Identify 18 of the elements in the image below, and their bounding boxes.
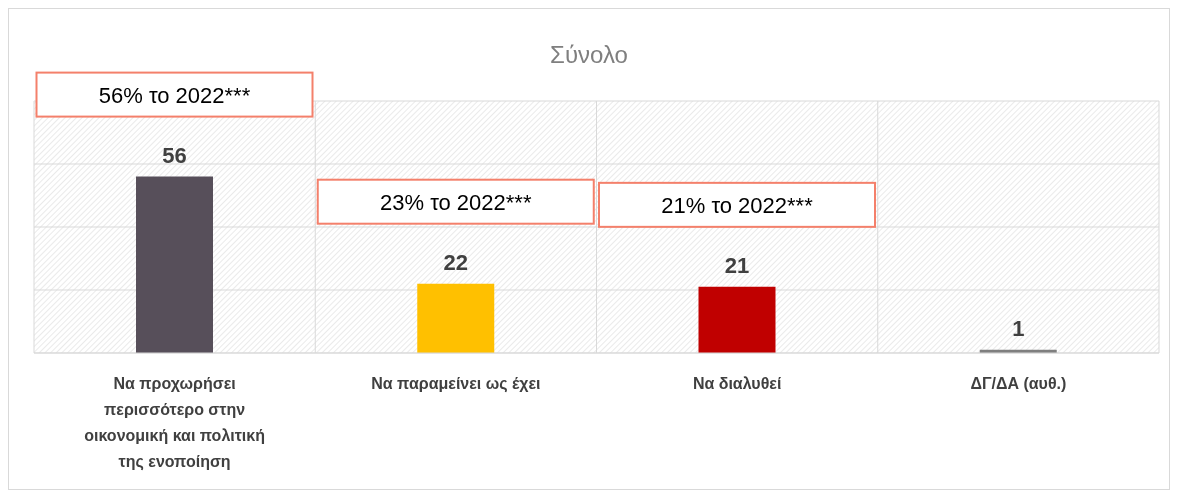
- bar: [698, 286, 776, 353]
- x-tick-label: ΔΓ/ΔΑ (αυθ.): [970, 375, 1067, 392]
- annotation: 21% το 2022***: [661, 192, 814, 218]
- chart-title: Σύνολο: [549, 41, 629, 69]
- data-label: 1: [1012, 315, 1025, 341]
- data-label: 21: [724, 252, 750, 278]
- data-label: 56: [162, 142, 187, 168]
- x-tick-label: Να διαλυθεί: [692, 375, 782, 392]
- bar: [136, 176, 213, 353]
- x-tick-label: Να παραμείνει ως έχει: [371, 375, 541, 393]
- callout-box: 21% το 2022***: [598, 181, 876, 228]
- x-tick-label: Να προχωρήσει περισσότερο στην οικονομική και πολιτική της ενοποίηση: [84, 375, 265, 471]
- callout-box: 23% το 2022***: [316, 178, 595, 225]
- bar: [417, 283, 495, 353]
- data-label: 22: [443, 249, 468, 275]
- callout-box: 56% το 2022***: [35, 71, 314, 118]
- annotation: 56% το 2022***: [98, 82, 251, 108]
- annotation: 23% το 2022***: [380, 189, 532, 215]
